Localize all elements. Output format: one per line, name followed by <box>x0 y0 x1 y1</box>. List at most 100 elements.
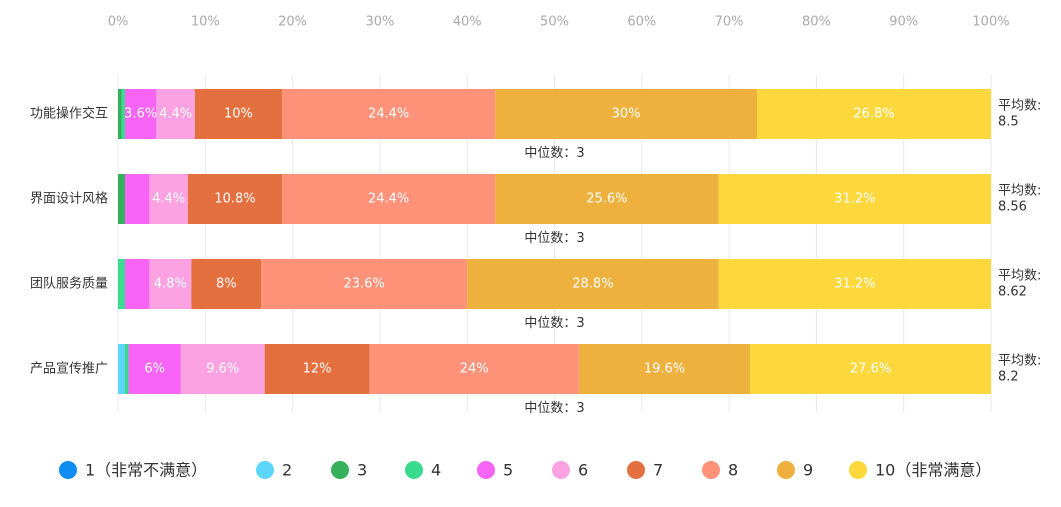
legend-label: 5 <box>503 461 513 480</box>
legend-marker <box>331 461 349 479</box>
median-label: 中位数：3 <box>524 146 584 161</box>
segment-label: 4.4% <box>152 192 185 207</box>
bar-segment <box>118 89 122 139</box>
category-label: 团队服务质量 <box>30 276 108 292</box>
segment-label: 10.8% <box>214 192 255 207</box>
bar-segment <box>149 259 192 309</box>
legend-label: 4 <box>431 461 441 480</box>
mean-value: 8.56 <box>998 200 1027 215</box>
median-label: 中位数：3 <box>524 231 584 246</box>
legend-marker <box>405 461 423 479</box>
segment-label: 31.2% <box>834 192 875 207</box>
mean-label: 平均数: <box>998 99 1041 114</box>
legend-marker <box>777 461 795 479</box>
mean-value: 8.62 <box>998 285 1027 300</box>
legend-marker <box>849 461 867 479</box>
mean-label: 平均数: <box>998 354 1041 369</box>
median-text: 中位数： <box>524 231 576 246</box>
median-text: 中位数： <box>524 316 576 331</box>
segment-label: 24.4% <box>368 107 409 122</box>
x-tick-label: 100% <box>972 15 1009 30</box>
legend-marker <box>256 461 274 479</box>
segment-label: 28.8% <box>572 277 613 292</box>
segment-label: 10% <box>224 107 253 122</box>
segment-label: 23.6% <box>344 277 385 292</box>
bar-segment <box>264 344 370 394</box>
category-label: 产品宣传推广 <box>30 361 108 377</box>
bar-segment <box>718 174 991 224</box>
bar-segment <box>369 344 579 394</box>
median-label: 中位数：3 <box>524 401 584 416</box>
bar-segment <box>187 174 283 224</box>
x-tick-label: 70% <box>715 15 744 30</box>
segment-label: 24.4% <box>368 192 409 207</box>
segment-label: 6% <box>144 362 165 377</box>
bar-segment <box>191 259 262 309</box>
median-value: 3 <box>576 316 584 331</box>
median-text: 中位数： <box>524 401 576 416</box>
legend-label: 7 <box>653 461 663 480</box>
segment-label: 24% <box>460 362 489 377</box>
bar-segment <box>282 89 496 139</box>
segment-label: 19.6% <box>644 362 685 377</box>
segment-label: 8% <box>216 277 237 292</box>
bar-segment <box>124 259 150 309</box>
bar-segment <box>124 89 157 139</box>
legend-label: 9 <box>803 461 813 480</box>
segment-label: 4.8% <box>154 277 187 292</box>
bar-segment <box>467 259 719 309</box>
bar-segment <box>495 89 758 139</box>
mean-label: 平均数: <box>998 269 1041 284</box>
category-label: 界面设计风格 <box>30 191 108 207</box>
segment-label: 31.2% <box>834 277 875 292</box>
mean-value: 8.5 <box>998 115 1019 130</box>
segment-label: 12% <box>303 362 332 377</box>
x-tick-label: 10% <box>191 15 220 30</box>
x-tick-label: 50% <box>540 15 569 30</box>
legend-marker <box>702 461 720 479</box>
legend-label: 10（非常满意） <box>875 461 991 480</box>
segment-label: 26.8% <box>853 107 894 122</box>
bar-segment <box>718 259 991 309</box>
legend-label: 6 <box>578 461 588 480</box>
legend-label: 3 <box>357 461 367 480</box>
bar-segment <box>118 344 125 394</box>
x-tick-label: 40% <box>453 15 482 30</box>
bar-segment <box>578 344 751 394</box>
x-tick-label: 20% <box>278 15 307 30</box>
legend-label: 2 <box>282 461 292 480</box>
median-value: 3 <box>576 231 584 246</box>
bar-segment <box>124 344 129 394</box>
mean-label: 平均数: <box>998 184 1041 199</box>
category-label: 功能操作交互 <box>30 106 108 122</box>
bar-segment <box>180 344 265 394</box>
segment-label: 4.4% <box>159 107 192 122</box>
bar-segment <box>128 344 181 394</box>
segment-label: 25.6% <box>586 192 627 207</box>
segment-label: 9.6% <box>206 362 239 377</box>
legend-marker <box>477 461 495 479</box>
bar-segment <box>282 174 496 224</box>
x-tick-label: 80% <box>802 15 831 30</box>
median-text: 中位数： <box>524 146 576 161</box>
legend-label: 8 <box>728 461 738 480</box>
segment-label: 30% <box>612 107 641 122</box>
legend-marker <box>627 461 645 479</box>
x-tick-label: 60% <box>627 15 656 30</box>
bar-segment <box>750 344 991 394</box>
segment-label: 27.6% <box>850 362 891 377</box>
bar-segment <box>495 174 719 224</box>
legend-marker <box>59 461 77 479</box>
bar-segment <box>124 174 150 224</box>
bar-segment <box>156 89 195 139</box>
bar-segment <box>149 174 188 224</box>
median-value: 3 <box>576 401 584 416</box>
median-label: 中位数：3 <box>524 316 584 331</box>
legend-label: 1（非常不满意） <box>85 461 207 480</box>
bar-segment <box>118 174 125 224</box>
legend-marker <box>552 461 570 479</box>
x-tick-label: 30% <box>365 15 394 30</box>
x-tick-label: 0% <box>108 15 129 30</box>
bar-segment <box>121 89 125 139</box>
